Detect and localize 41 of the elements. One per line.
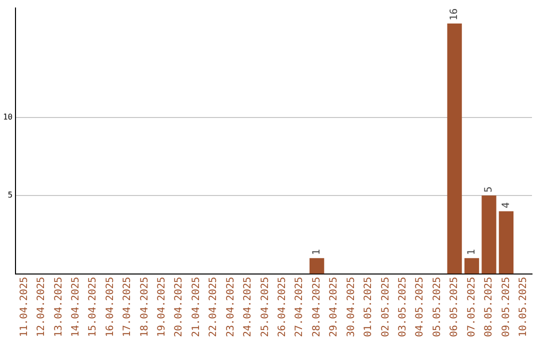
data-label: 1	[466, 249, 478, 256]
x-tick-label: 22.04.2025	[208, 276, 220, 338]
data-label: 4	[500, 202, 512, 208]
x-tick-label: 15.04.2025	[88, 276, 99, 338]
x-tick-label: 10.05.2025	[518, 276, 529, 338]
x-tick-label: 29.04.2025	[328, 276, 340, 338]
bar	[498, 211, 514, 274]
x-tick-label: 04.05.2025	[414, 276, 426, 338]
x-tick-label: 01.05.2025	[363, 276, 374, 338]
bar	[464, 258, 480, 274]
x-tick-label: 26.04.2025	[277, 276, 288, 338]
x-tick-label: 25.04.2025	[260, 276, 271, 338]
x-tick-label: 23.04.2025	[225, 276, 236, 338]
data-label: 1	[311, 249, 322, 256]
x-tick-label: 14.04.2025	[70, 276, 82, 338]
data-label: 5	[484, 186, 495, 193]
x-tick-label: 28.04.2025	[311, 276, 322, 338]
x-tick-label: 11.04.2025	[18, 276, 30, 338]
y-tick-label: 10	[2, 112, 13, 122]
bar	[482, 196, 496, 274]
x-tick-label: 03.05.2025	[398, 276, 408, 338]
x-tick-label: 02.05.2025	[380, 276, 392, 338]
x-tick-label: 09.05.2025	[500, 276, 512, 338]
x-tick-label: 21.04.2025	[190, 276, 202, 338]
x-tick-label: 17.04.2025	[122, 276, 134, 338]
x-tick-label: 27.04.2025	[294, 276, 306, 338]
x-tick-label: 13.04.2025	[53, 276, 64, 338]
x-tick-label: 18.04.2025	[139, 276, 150, 338]
x-tick-label: 05.05.2025	[432, 276, 443, 338]
bar	[310, 258, 324, 274]
x-tick-label: 30.04.2025	[346, 276, 357, 338]
x-tick-label: 24.04.2025	[242, 276, 254, 338]
x-tick-label: 19.04.2025	[156, 276, 168, 338]
data-label: 16	[449, 8, 460, 20]
x-tick-label: 16.04.2025	[104, 276, 116, 338]
x-tick-label: 12.04.2025	[36, 276, 48, 338]
x-tick-label: 08.05.2025	[484, 276, 495, 338]
bar	[447, 23, 462, 274]
x-tick-label: 07.05.2025	[466, 276, 478, 338]
x-tick-label: 06.05.2025	[449, 276, 460, 338]
x-tick-label: 20.04.2025	[174, 276, 185, 338]
